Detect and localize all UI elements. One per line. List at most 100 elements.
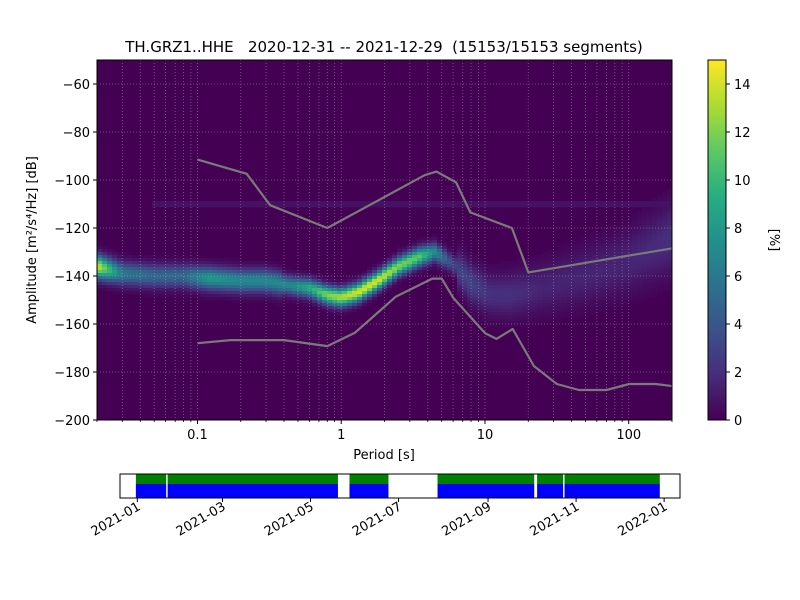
density-cell xyxy=(322,288,328,292)
density-cell xyxy=(337,300,343,304)
density-cell xyxy=(662,216,668,220)
density-cell xyxy=(597,294,603,298)
density-cell xyxy=(657,255,663,259)
density-cell xyxy=(627,249,633,253)
density-cell xyxy=(497,294,503,298)
density-cell xyxy=(567,300,573,304)
density-cell xyxy=(477,318,483,322)
density-cell xyxy=(657,291,663,295)
density-cell xyxy=(462,285,468,289)
density-cell xyxy=(587,294,593,298)
density-cell xyxy=(527,321,533,325)
density-cell xyxy=(172,285,178,289)
density-cell xyxy=(542,312,548,316)
density-cell xyxy=(637,216,643,220)
density-cell xyxy=(412,267,418,271)
density-cell xyxy=(377,201,383,205)
density-cell xyxy=(162,270,168,274)
density-cell xyxy=(212,258,218,262)
density-cell xyxy=(187,285,193,289)
colorbar-gradient xyxy=(707,59,727,421)
density-cell xyxy=(647,213,653,217)
density-cell xyxy=(657,270,663,274)
density-cell xyxy=(232,282,238,286)
density-cell xyxy=(557,261,563,265)
density-cell xyxy=(207,258,213,262)
density-cell xyxy=(522,297,528,301)
density-cell xyxy=(332,297,338,301)
density-cell xyxy=(427,249,433,253)
density-cell xyxy=(662,279,668,283)
density-cell xyxy=(587,282,593,286)
density-cell xyxy=(517,267,523,271)
density-cell xyxy=(467,288,473,292)
density-cell xyxy=(147,273,153,277)
density-cell xyxy=(342,300,348,304)
density-cell xyxy=(97,264,103,268)
density-cell xyxy=(107,276,113,280)
density-cell xyxy=(582,276,588,280)
density-cell xyxy=(607,252,613,256)
density-cell xyxy=(277,204,283,208)
density-cell xyxy=(542,315,548,319)
density-cell xyxy=(657,210,663,214)
density-cell xyxy=(632,276,638,280)
density-cell xyxy=(567,315,573,319)
density-cell xyxy=(502,288,508,292)
density-cell xyxy=(577,261,583,265)
density-cell xyxy=(627,204,633,208)
density-cell xyxy=(282,276,288,280)
density-cell xyxy=(372,267,378,271)
density-cell xyxy=(667,210,672,214)
density-cell xyxy=(302,279,308,283)
density-cell xyxy=(662,207,668,211)
density-cell xyxy=(247,267,253,271)
density-cell xyxy=(387,255,393,259)
density-cell xyxy=(367,267,373,271)
density-cell xyxy=(492,321,498,325)
density-cell xyxy=(442,264,448,268)
density-cell xyxy=(632,231,638,235)
density-cell xyxy=(562,252,568,256)
density-cell xyxy=(627,216,633,220)
density-cell xyxy=(642,255,648,259)
density-cell xyxy=(167,261,173,265)
density-cell xyxy=(402,201,408,205)
density-cell xyxy=(312,276,318,280)
density-cell xyxy=(657,204,663,208)
density-cell xyxy=(167,285,173,289)
density-cell xyxy=(207,273,213,277)
density-cell xyxy=(572,249,578,253)
density-cell xyxy=(317,204,323,208)
density-cell xyxy=(517,324,523,328)
density-cell xyxy=(182,282,188,286)
density-cell xyxy=(642,225,648,229)
density-cell xyxy=(577,201,583,205)
density-cell xyxy=(177,282,183,286)
density-cell xyxy=(222,285,228,289)
density-cell xyxy=(392,252,398,256)
density-cell xyxy=(467,291,473,295)
density-cell xyxy=(347,201,353,205)
density-cell xyxy=(482,297,488,301)
density-cell xyxy=(137,276,143,280)
density-cell xyxy=(427,252,433,256)
density-cell xyxy=(382,279,388,283)
density-cell xyxy=(457,267,463,271)
density-cell xyxy=(662,201,668,205)
density-cell xyxy=(617,231,623,235)
density-cell xyxy=(642,285,648,289)
density-cell xyxy=(477,204,483,208)
density-cell xyxy=(612,270,618,274)
density-cell xyxy=(227,288,233,292)
density-cell xyxy=(267,294,273,298)
density-cell xyxy=(622,222,628,226)
density-cell xyxy=(567,312,573,316)
density-cell xyxy=(122,270,128,274)
density-cell xyxy=(612,237,618,241)
density-cell xyxy=(592,288,598,292)
density-cell xyxy=(632,294,638,298)
density-cell xyxy=(537,282,543,286)
density-cell xyxy=(627,231,633,235)
density-cell xyxy=(667,213,672,217)
